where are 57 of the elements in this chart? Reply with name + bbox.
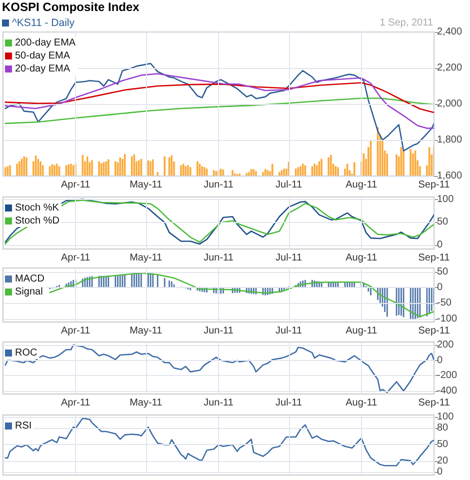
y-tick-label: 0 [437, 239, 443, 250]
x-tick-label: Jun-11 [204, 180, 234, 190]
legend-label: Signal [15, 286, 43, 298]
y-tick-label: 50 [437, 216, 449, 228]
y-tick-label: -50 [437, 298, 452, 309]
x-tick-label: Jul-11 [276, 326, 302, 336]
x-tick-label: Jul-11 [276, 398, 302, 408]
x-tick-label: May-11 [130, 398, 163, 408]
legend-label: RSI [15, 420, 32, 432]
x-tick-label: Aug-11 [346, 252, 378, 264]
x-tick-label: Sep-11 [418, 326, 450, 336]
x-tick-label: Aug-11 [346, 398, 378, 408]
y-tick-label: 100 [437, 412, 454, 423]
x-tick-label: May-11 [130, 180, 163, 190]
y-tick-label: 0 [437, 466, 443, 478]
legend-label: Stoch %D [15, 216, 60, 226]
x-tick-label: Jun-11 [204, 398, 234, 408]
y-tick-label: 1,800 [437, 134, 462, 146]
y-tick-label: -200 [437, 370, 458, 382]
legend-label: ^KS11 - Daily [12, 17, 76, 29]
y-tick-label: -400 [437, 385, 458, 396]
x-tick-label: Sep-11 [418, 180, 450, 190]
x-tick-label: Jul-11 [276, 180, 302, 190]
y-tick-label: 100 [437, 194, 454, 205]
x-tick-label: Apr-11 [60, 398, 91, 408]
x-tick-label: Apr-11 [60, 180, 91, 190]
y-tick-label: 0 [437, 282, 443, 293]
y-tick-label: -100 [437, 313, 458, 324]
x-tick-label: Jun-11 [204, 326, 234, 336]
chart-title: KOSPI Composite Index [2, 0, 140, 14]
x-tick-label: Apr-11 [60, 252, 91, 264]
x-tick-label: Aug-11 [346, 326, 378, 336]
legend-label: MACD [15, 274, 44, 284]
y-tick-label: 2,000 [437, 98, 462, 110]
x-tick-label: May-11 [130, 252, 163, 264]
x-tick-label: Jul-11 [276, 252, 302, 264]
y-tick-label: 2,200 [437, 62, 462, 74]
y-tick-label: 2,400 [437, 26, 462, 38]
text: 1 Sep, 2011 [380, 18, 434, 28]
x-tick-label: Sep-11 [418, 252, 450, 264]
x-tick-label: Jun-11 [204, 252, 234, 264]
legend-label: 20-day EMA [15, 64, 70, 74]
legend-label: 50-day EMA [15, 50, 70, 62]
y-tick-label: 50 [437, 439, 449, 450]
x-tick-label: Apr-11 [60, 326, 91, 336]
y-tick-label: 50 [437, 266, 449, 278]
x-tick-label: Sep-11 [418, 398, 450, 408]
y-tick-label: 20 [437, 456, 449, 467]
legend-label: Stoch %K [15, 202, 60, 214]
legend-label: ROC [15, 348, 38, 358]
y-tick-label: 1,600 [437, 170, 462, 182]
legend-label: 200-day EMA [15, 38, 76, 48]
y-tick-label: 0 [437, 354, 443, 366]
y-tick-label: 80 [437, 422, 449, 434]
x-tick-label: Aug-11 [346, 180, 378, 190]
y-tick-label: 200 [437, 340, 454, 351]
x-tick-label: May-11 [130, 326, 163, 336]
